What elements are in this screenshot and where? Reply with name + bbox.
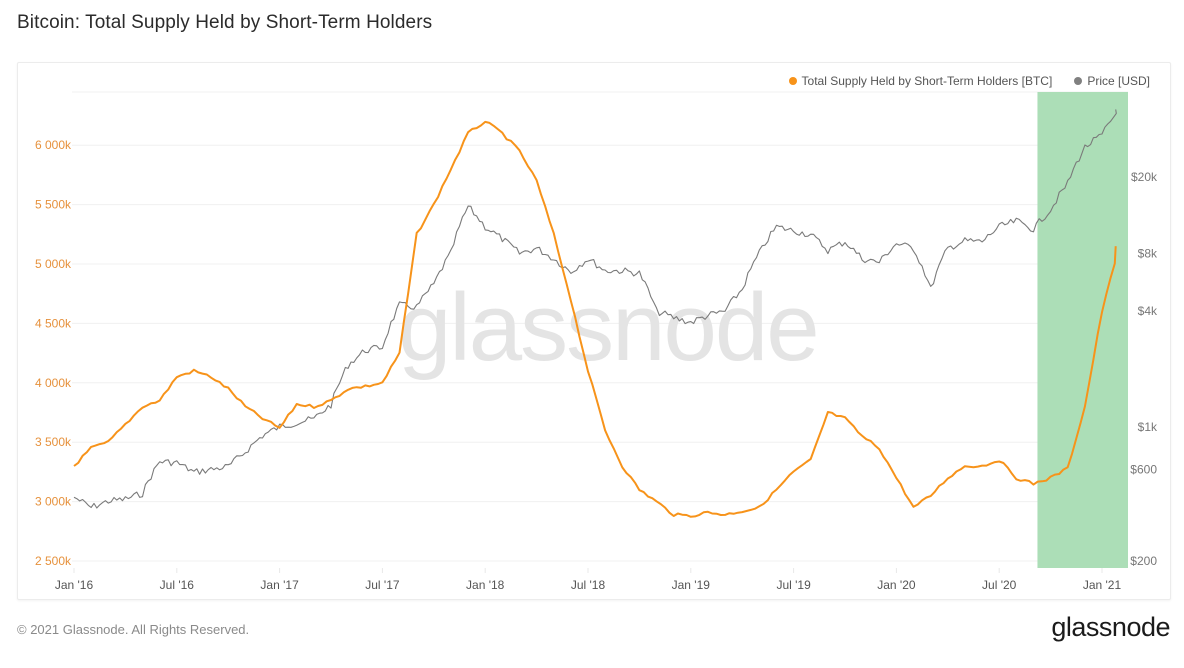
x-axis-tick-label: Jul '19 [776, 578, 811, 592]
right-axis-tick-label: $600 [1130, 462, 1157, 476]
right-y-axis: $200 $600 $1k $4k $8k $20k [1130, 170, 1158, 568]
brand-logo: glassnode [1051, 612, 1170, 642]
legend-item-price[interactable]: Price [USD] [1074, 74, 1150, 88]
x-axis-tick-label: Jan '20 [877, 578, 916, 592]
left-axis-tick-label: 3 500k [35, 435, 72, 449]
left-y-axis: 2 500k 3 000k 3 500k 4 000k 4 500k 5 000k 5 50… [35, 138, 72, 568]
highlight-region [1037, 92, 1128, 568]
left-axis-tick-label: 3 000k [35, 495, 72, 509]
price-line [73, 109, 1117, 509]
watermark: glassnode [398, 274, 818, 381]
x-axis-tick-label: Jul '18 [571, 578, 606, 592]
right-axis-tick-label: $8k [1138, 246, 1158, 260]
left-axis-tick-label: 5 000k [35, 257, 72, 271]
copyright-text: © 2021 Glassnode. All Rights Reserved. [17, 622, 250, 637]
right-axis-tick-label: $4k [1138, 304, 1158, 318]
legend-label-supply: Total Supply Held by Short-Term Holders … [801, 74, 1053, 88]
x-axis-tick-label: Jan '19 [672, 578, 711, 592]
left-axis-tick-label: 2 500k [35, 554, 72, 568]
page-title: Bitcoin: Total Supply Held by Short-Term… [17, 12, 433, 33]
left-axis-tick-label: 6 000k [35, 138, 72, 152]
x-axis-tick-label: Jan '16 [55, 578, 94, 592]
left-axis-tick-label: 5 500k [35, 198, 72, 212]
chart-card [17, 62, 1171, 600]
legend-dot-price-icon [1074, 77, 1083, 85]
x-axis: Jan '16 Jul '16 Jan '17 Jul '17 Jan '18 Jul '… [55, 568, 1122, 592]
right-axis-tick-label: $200 [1130, 554, 1157, 568]
legend-item-supply[interactable]: Total Supply Held by Short-Term Holders … [788, 74, 1053, 88]
x-axis-tick-label: Jan '21 [1083, 578, 1122, 592]
right-axis-tick-label: $1k [1138, 420, 1158, 434]
left-axis-tick-label: 4 500k [35, 316, 72, 330]
x-axis-tick-label: Jul '16 [160, 578, 195, 592]
gridlines [72, 91, 1128, 562]
right-axis-tick-label: $20k [1131, 170, 1158, 184]
x-axis-tick-label: Jul '20 [982, 578, 1017, 592]
supply-line [73, 120, 1117, 518]
x-axis-tick-label: Jan '18 [466, 578, 505, 592]
legend-dot-supply-icon [788, 77, 797, 85]
legend-label-price: Price [USD] [1087, 74, 1150, 88]
left-axis-tick-label: 4 000k [35, 376, 72, 390]
x-axis-tick-label: Jan '17 [260, 578, 299, 592]
x-axis-tick-label: Jul '17 [365, 578, 400, 592]
chart-legend: Total Supply Held by Short-Term Holders … [788, 74, 1150, 88]
